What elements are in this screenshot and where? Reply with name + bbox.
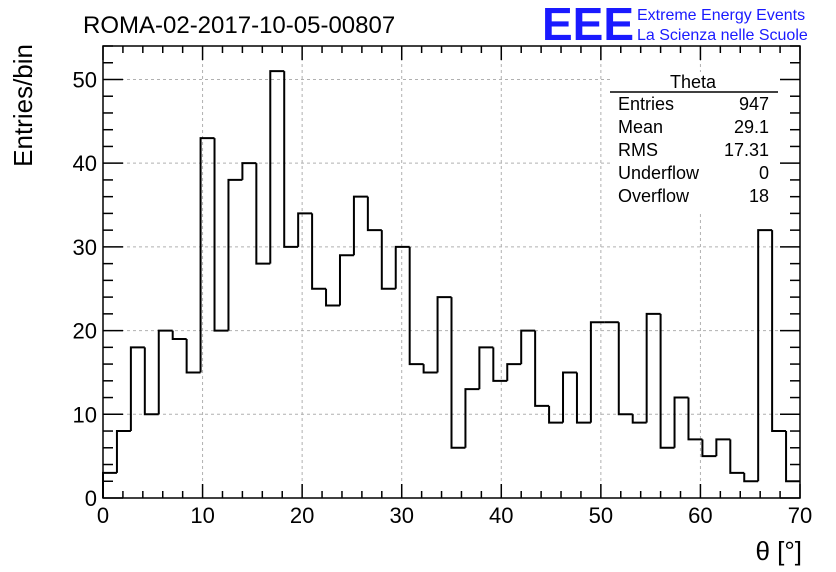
stats-label-overflow: Overflow: [618, 186, 690, 206]
y-tick-label: 40: [73, 151, 97, 176]
histogram-bin: [631, 414, 647, 424]
stats-value-underflow: 0: [759, 163, 769, 183]
histogram-bin: [422, 364, 438, 374]
logo-letters: EEE: [542, 0, 634, 50]
histogram-bin: [589, 321, 605, 423]
histogram-bin: [436, 296, 452, 373]
histogram-bin: [562, 371, 577, 423]
histogram-bin: [311, 213, 327, 290]
histogram-bin: [185, 338, 201, 374]
histogram-bin: [380, 230, 396, 290]
chart-title: ROMA-02-2017-10-05-00807: [83, 12, 395, 39]
histogram-bin: [548, 405, 564, 424]
x-tick-label: 60: [688, 503, 712, 528]
histogram-bin: [478, 346, 494, 390]
x-tick-label: 70: [788, 503, 812, 528]
x-tick-label: 40: [489, 503, 513, 528]
histogram-bin: [269, 70, 285, 264]
tick-labels: 0 10 20 30 40 50 60 70 0 10 20 30 40 50: [73, 67, 813, 528]
histogram-bin: [199, 137, 215, 373]
histogram-bin: [715, 438, 731, 457]
logo-line-2: La Scienza nelle Scuole: [637, 27, 808, 44]
stats-value-entries: 947: [739, 94, 769, 114]
y-tick-label: 10: [73, 402, 97, 427]
histogram-bin: [157, 329, 173, 415]
stats-value-overflow: 18: [749, 186, 769, 206]
histogram-bin: [492, 347, 508, 382]
y-tick-label: 0: [85, 486, 97, 511]
histogram-bin: [408, 246, 424, 366]
histogram-bin: [729, 439, 745, 474]
logo-line-1: Extreme Energy Events: [637, 7, 805, 24]
x-tick-label: 20: [290, 503, 314, 528]
histogram-bin: [143, 347, 159, 416]
histogram-bin: [743, 472, 759, 483]
x-tick-label: 0: [97, 503, 109, 528]
histogram-bin: [213, 138, 229, 332]
histogram-bin: [129, 346, 145, 432]
eee-logo: EEE Extreme Energy Events La Scienza nel…: [542, 0, 808, 50]
x-tick-label: 30: [389, 503, 413, 528]
histogram-bin: [771, 230, 787, 433]
histogram-bin: [102, 471, 117, 498]
stats-value-mean: 29.1: [734, 117, 769, 137]
histogram-bin: [617, 322, 633, 416]
x-tick-label: 10: [190, 503, 214, 528]
stats-box: Theta Entries 947 Mean 29.1 RMS 17.31 Un…: [610, 72, 778, 212]
histogram-bin: [297, 212, 313, 247]
histogram-bin: [241, 162, 257, 180]
axis-ticks: [102, 45, 801, 499]
y-tick-label: 20: [73, 319, 97, 344]
stats-box-name: Theta: [670, 72, 717, 92]
stats-label-entries: Entries: [618, 94, 674, 114]
stats-label-rms: RMS: [618, 140, 658, 160]
stats-value-rms: 17.31: [724, 140, 769, 160]
y-tick-label: 50: [73, 67, 97, 92]
y-tick-label: 30: [73, 235, 97, 260]
histogram-bin: [534, 330, 550, 407]
histogram-bin: [645, 312, 661, 423]
histogram-bin: [227, 178, 243, 331]
histogram-bin: [701, 439, 717, 458]
histogram-bin: [338, 254, 354, 306]
histogram-bin: [464, 388, 480, 448]
histogram-bin: [394, 245, 410, 289]
stats-label-underflow: Underflow: [618, 163, 700, 183]
histogram-bars: [102, 70, 800, 498]
stats-label-mean: Mean: [618, 117, 663, 137]
x-tick-label: 50: [589, 503, 613, 528]
histogram-bin: [366, 196, 382, 232]
x-axis-title: θ [°]: [755, 536, 802, 566]
stats-box-background: [610, 72, 778, 212]
y-axis-title: Entries/bin: [8, 44, 38, 167]
histogram-bin: [659, 313, 675, 449]
histogram-bin: [255, 163, 271, 265]
plot-frame: [102, 45, 801, 499]
histogram-bin: [673, 396, 689, 448]
histogram-bin: [450, 297, 466, 449]
histogram-bin: [757, 229, 773, 482]
histogram-bin: [506, 363, 522, 381]
histogram-bin: [283, 71, 299, 248]
histogram-bin: [785, 431, 800, 483]
histogram-bin: [575, 372, 591, 424]
histogram-bin: [115, 430, 131, 473]
histogram-bin: [325, 288, 340, 307]
histogram-bin: [687, 397, 703, 441]
histogram-bin: [171, 330, 187, 340]
histogram-bin: [520, 329, 536, 365]
histogram-bin: [352, 195, 368, 256]
